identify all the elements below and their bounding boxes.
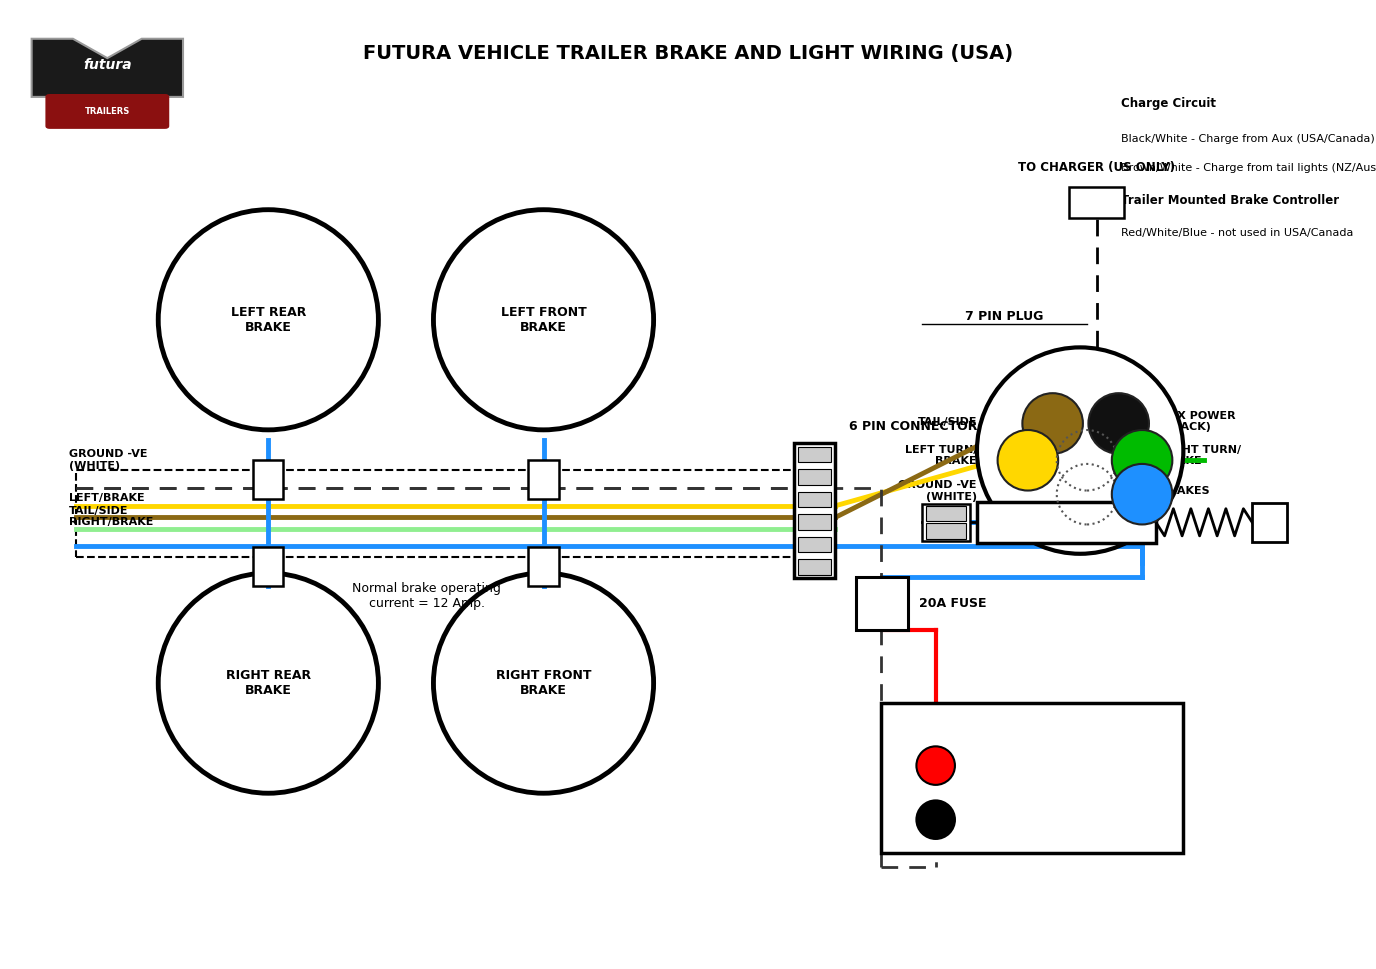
Bar bbox=[798, 469, 831, 484]
Ellipse shape bbox=[1022, 393, 1083, 453]
Text: RIGHT FRONT
BRAKE: RIGHT FRONT BRAKE bbox=[495, 670, 592, 697]
Text: Red/White/Blue - not used in USA/Canada: Red/White/Blue - not used in USA/Canada bbox=[1121, 228, 1354, 237]
Text: Normal brake operating
current = 12 Amp.: Normal brake operating current = 12 Amp. bbox=[352, 582, 501, 610]
Bar bbox=[977, 502, 1156, 543]
Bar bbox=[794, 443, 835, 578]
Bar bbox=[798, 447, 831, 462]
Ellipse shape bbox=[977, 347, 1183, 554]
Ellipse shape bbox=[1112, 430, 1172, 490]
Text: GROUND -VE
(WHITE): GROUND -VE (WHITE) bbox=[899, 481, 977, 502]
Text: AUX POWER
(BLACK): AUX POWER (BLACK) bbox=[1160, 411, 1236, 432]
Bar bbox=[798, 537, 831, 552]
Text: FUTURA VEHICLE TRAILER BRAKE AND LIGHT WIRING (USA): FUTURA VEHICLE TRAILER BRAKE AND LIGHT W… bbox=[363, 44, 1013, 63]
Bar bbox=[1069, 187, 1124, 218]
Ellipse shape bbox=[1088, 393, 1149, 453]
Text: RIGHT/BRAKE: RIGHT/BRAKE bbox=[69, 517, 153, 527]
Bar bbox=[528, 547, 559, 586]
Text: TAIL/SIDE: TAIL/SIDE bbox=[918, 417, 977, 426]
Text: GROUND -VE
(WHITE): GROUND -VE (WHITE) bbox=[69, 450, 147, 471]
Bar bbox=[926, 523, 966, 539]
Bar bbox=[528, 460, 559, 499]
Text: LEFT REAR
BRAKE: LEFT REAR BRAKE bbox=[231, 306, 305, 333]
Text: Trailer Mounted Brake Controller: Trailer Mounted Brake Controller bbox=[1121, 194, 1340, 206]
Bar bbox=[798, 559, 831, 575]
Bar bbox=[798, 515, 831, 530]
Text: 12 VOLT BATTERY: 12 VOLT BATTERY bbox=[970, 720, 1094, 733]
Bar bbox=[1252, 503, 1287, 542]
Text: Charge Circuit: Charge Circuit bbox=[1121, 97, 1216, 109]
Text: LEFT FRONT
BRAKE: LEFT FRONT BRAKE bbox=[501, 306, 586, 333]
Text: - VE (GROUND): - VE (GROUND) bbox=[970, 811, 1109, 828]
Text: BRAKES: BRAKES bbox=[1160, 486, 1210, 496]
Bar bbox=[881, 703, 1183, 853]
Text: RIGHT REAR
BRAKE: RIGHT REAR BRAKE bbox=[226, 670, 311, 697]
Text: 20A FUSE: 20A FUSE bbox=[919, 597, 987, 610]
FancyBboxPatch shape bbox=[45, 94, 169, 129]
Ellipse shape bbox=[916, 746, 955, 785]
Text: +VE: +VE bbox=[970, 757, 1009, 774]
Ellipse shape bbox=[1112, 464, 1172, 524]
Text: Black/White - Charge from Aux (USA/Canada): Black/White - Charge from Aux (USA/Canad… bbox=[1121, 134, 1375, 143]
Bar bbox=[76, 470, 826, 557]
Text: TAIL/SIDE: TAIL/SIDE bbox=[69, 506, 128, 516]
Bar bbox=[856, 577, 908, 630]
Text: TRAILERS: TRAILERS bbox=[85, 107, 129, 116]
Text: RIGHT TURN/
BRAKE: RIGHT TURN/ BRAKE bbox=[1160, 445, 1241, 466]
Polygon shape bbox=[32, 39, 183, 97]
Bar bbox=[926, 506, 966, 521]
Text: Brown/White - Charge from tail lights (NZ/Aus): Brown/White - Charge from tail lights (N… bbox=[1121, 163, 1376, 172]
Bar bbox=[253, 460, 283, 499]
Bar bbox=[922, 504, 970, 541]
Text: TO CHARGER (US ONLY): TO CHARGER (US ONLY) bbox=[1018, 162, 1175, 174]
Bar bbox=[798, 491, 831, 507]
Text: LEFT TURN/
BRAKE: LEFT TURN/ BRAKE bbox=[904, 445, 977, 466]
Ellipse shape bbox=[998, 430, 1058, 490]
Bar bbox=[253, 547, 283, 586]
Text: futura: futura bbox=[83, 58, 132, 72]
Ellipse shape bbox=[916, 800, 955, 839]
Text: LEFT/BRAKE: LEFT/BRAKE bbox=[69, 493, 144, 503]
Text: BRAKEAWAY: BRAKEAWAY bbox=[1024, 516, 1109, 529]
Text: 7 PIN PLUG: 7 PIN PLUG bbox=[966, 310, 1043, 323]
Text: 6 PIN CONNECTOR: 6 PIN CONNECTOR bbox=[849, 421, 977, 433]
